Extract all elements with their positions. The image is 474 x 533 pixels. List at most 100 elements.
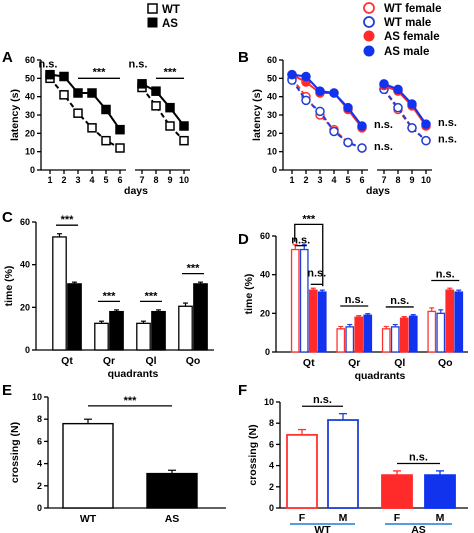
panel-a-sig: *** [164, 67, 178, 79]
legend-wt-male-label: WT male [384, 17, 431, 29]
panelE-y-tick-label: 8 [37, 414, 42, 424]
panelF-y-tick-label: 4 [269, 461, 274, 471]
panelA-y-tick-label: 20 [25, 128, 35, 138]
panelA-data-point [87, 123, 97, 133]
panelA-data-point [59, 90, 69, 100]
panel-label-c: C [2, 209, 13, 226]
panelA-data-point [165, 102, 175, 113]
panelA-data-point [151, 86, 161, 96]
panelF-y-tick-label: 10 [264, 397, 274, 407]
panelB-x-tick-label: 6 [359, 175, 364, 185]
panelD-y-axis-label: time (%) [243, 274, 255, 315]
panelC-category-label: Qt [61, 355, 73, 367]
panelF-y-tick-label: 2 [269, 482, 274, 492]
panelF-bar [327, 419, 359, 509]
panelE-bar [146, 472, 198, 509]
panelA-data-point [73, 88, 83, 98]
panel-label-e: E [2, 382, 12, 399]
panelA-data-point [179, 135, 189, 146]
panelC-bar [67, 283, 82, 351]
panel-c-sig: *** [187, 263, 201, 275]
panel-b-sig: n.s. [438, 117, 457, 129]
panelA-data-point [115, 124, 125, 135]
panelD-bar [454, 291, 464, 353]
panelF-bar-label: M [339, 512, 348, 524]
panelD-x-axis-label: quadrants [355, 370, 406, 382]
panelA-y-tick-label: 0 [30, 165, 35, 175]
panelB-data-point [357, 143, 367, 153]
panelD-bar [317, 291, 327, 353]
panelC-category-label: Qr [103, 355, 115, 367]
panelE-y-tick-label: 0 [37, 503, 42, 513]
panelD-bar [390, 326, 400, 353]
panelC-bar [109, 310, 124, 351]
panelF-sig: n.s. [409, 451, 428, 463]
panelB-data-point [407, 99, 417, 109]
legend-wt-marker [147, 3, 158, 14]
panel-d-sig: *** [302, 213, 316, 225]
panelA-x-tick-label: 10 [179, 175, 189, 185]
panelB-data-point [421, 119, 431, 129]
panelB-x-tick-label: 10 [421, 175, 431, 185]
panelD-y-tick-label: 60 [260, 231, 270, 241]
panelD-bar [345, 326, 355, 353]
legend-as-female-marker [363, 30, 375, 42]
panel-d-sig: n.s. [291, 235, 310, 247]
panelA-y-tick-label: 30 [25, 110, 35, 120]
panelF-group-label: AS [411, 524, 426, 533]
panelB-data-point [357, 121, 367, 131]
panelD-y-tick-label: 40 [260, 270, 270, 280]
panel-a-sig: n.s. [129, 58, 148, 70]
panelA-data-point [73, 108, 83, 118]
panelB-data-point [343, 137, 353, 148]
panelD-category-label: Qo [438, 357, 453, 369]
panelF-y-tick-label: 6 [269, 439, 274, 449]
panelA-data-point [87, 88, 97, 98]
panelA-data-point [179, 121, 189, 131]
panelA-y-tick-label: 10 [25, 147, 35, 157]
panel-label-b: B [238, 49, 249, 66]
panelA-x-tick-label: 7 [139, 175, 144, 185]
panelC-bar [136, 322, 151, 351]
panel-c-sig: *** [145, 290, 159, 302]
panelD-bar [354, 316, 364, 353]
panelF-y-tick-label: 8 [269, 418, 274, 428]
panelA-x-tick-label: 4 [89, 175, 94, 185]
panelA-x-tick-label: 5 [103, 175, 108, 185]
legend-right: WT female WT male AS female AS male [363, 2, 442, 58]
panelA-y-tick-label: 50 [25, 73, 35, 83]
panelA-data-point [165, 121, 175, 131]
panelE-y-tick-label: 2 [37, 481, 42, 491]
panelB-y-tick-label: 20 [267, 128, 277, 138]
panelA-y-axis-label: latency (s) [9, 89, 21, 141]
panelB-x-tick-label: 8 [395, 175, 400, 185]
panelB-x-tick-label: 3 [317, 175, 322, 185]
panelD-y-tick-label: 20 [260, 308, 270, 318]
panelB-x-tick-label: 5 [345, 175, 350, 185]
panelA-x-axis-label: days [124, 185, 148, 197]
panelC-x-axis-label: quadrants [108, 368, 159, 380]
panelD-bar [408, 315, 418, 353]
panelB-data-point [301, 95, 311, 106]
panelF-bar [286, 433, 318, 509]
panelB-y-tick-label: 40 [267, 92, 277, 102]
panel-b-sig: n.s. [438, 134, 457, 146]
panelB-y-tick-label: 50 [267, 73, 277, 83]
panelB-y-tick-label: 60 [267, 55, 277, 65]
panelD-bar [299, 248, 309, 353]
panel-c-sig: *** [103, 290, 117, 302]
panelE-category-label: WT [80, 513, 97, 525]
panelB-data-point [301, 71, 311, 82]
panelB-data-point [315, 106, 325, 117]
panelA-data-point [45, 69, 55, 80]
panel-a-sig: n.s. [39, 58, 58, 70]
panelC-y-tick-label: 60 [20, 217, 30, 227]
panelA-data-point [101, 104, 111, 115]
panelB-data-point [407, 123, 417, 133]
panelA-series-line [141, 82, 185, 127]
panelC-y-tick-label: 0 [25, 345, 30, 355]
panelB-x-tick-label: 4 [331, 175, 336, 185]
panelD-bar [336, 328, 346, 353]
panelA-y-tick-label: 40 [25, 92, 35, 102]
